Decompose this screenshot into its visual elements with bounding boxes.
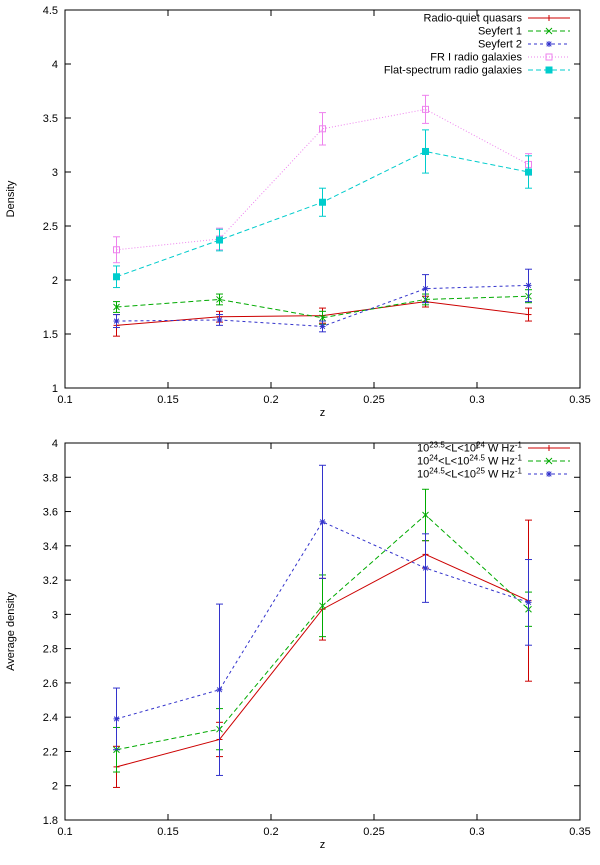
x-tick-label: 0.25 [363, 394, 384, 406]
y-tick-label: 4 [52, 438, 58, 450]
y-axis-label: Average density [5, 592, 17, 671]
series-1 [113, 289, 532, 325]
y-tick-label: 4 [52, 59, 58, 71]
y-tick-label: 3.5 [43, 113, 58, 125]
y-tick-label: 4.5 [43, 5, 58, 17]
axis-ticks [64, 442, 581, 821]
tick-labels: 0.1 0.15 0.2 0.25 0.3 0.35 1.8 2 2.2 2.4 2.6 2.8 3 3.… [43, 438, 591, 838]
axis-ticks [64, 9, 581, 389]
x-tick-label: 0.1 [57, 394, 72, 406]
x-axis-label: z [320, 407, 326, 419]
legend-label: Seyfert 2 [478, 39, 522, 51]
x-tick-label: 0.15 [157, 394, 178, 406]
legend-label: 1024<L<1024.5 W Hz-1 [417, 454, 523, 468]
y-axis-label: Density [5, 180, 17, 217]
y-tick-label: 3.4 [43, 541, 58, 553]
density-vs-z-chart: 0.1 0.15 0.2 0.25 0.3 0.35 1 1.5 2 2.5 3 3.5 4 4.5 Rad… [0, 0, 600, 430]
plot-border [64, 9, 581, 389]
series-2 [113, 464, 532, 776]
series-2 [113, 268, 532, 333]
x-axis-label: z [320, 839, 326, 851]
y-tick-label: 3.8 [43, 472, 58, 484]
legend-label: FR I radio galaxies [430, 52, 522, 64]
x-tick-label: 0.2 [263, 394, 278, 406]
y-tick-label: 3 [52, 167, 58, 179]
y-tick-label: 2.2 [43, 746, 58, 758]
tick-labels: 0.1 0.15 0.2 0.25 0.3 0.35 1 1.5 2 2.5 3 3.5 4 4.5 [43, 5, 591, 406]
y-tick-label: 3.2 [43, 575, 58, 587]
y-tick-label: 2.8 [43, 644, 58, 656]
x-tick-label: 0.2 [263, 826, 278, 838]
x-tick-label: 0.35 [569, 826, 590, 838]
y-tick-label: 2 [52, 275, 58, 287]
y-tick-label: 3 [52, 609, 58, 621]
density-plot-svg: 0.1 0.15 0.2 0.25 0.3 0.35 1 1.5 2 2.5 3 3.5 4 4.5 Rad… [5, 5, 591, 419]
plot-border [64, 442, 581, 821]
y-tick-label: 1.8 [43, 815, 58, 827]
legend-label: Flat-spectrum radio galaxies [384, 65, 523, 77]
x-tick-label: 0.35 [569, 394, 590, 406]
legend-label: Seyfert 1 [478, 26, 522, 38]
y-tick-label: 3.6 [43, 507, 58, 519]
series-4 [113, 129, 532, 289]
x-tick-label: 0.25 [363, 826, 384, 838]
average-density-plot-svg: 0.1 0.15 0.2 0.25 0.3 0.35 1.8 2 2.2 2.4 2.6 2.8 3 3.… [5, 438, 591, 851]
y-tick-label: 1.5 [43, 329, 58, 341]
y-tick-label: 2.4 [43, 712, 58, 724]
x-tick-label: 0.15 [157, 826, 178, 838]
legend-label: Radio-quiet quasars [424, 13, 523, 25]
y-tick-label: 1 [52, 383, 58, 395]
series-3 [113, 94, 532, 264]
average-density-vs-z-chart: 0.1 0.15 0.2 0.25 0.3 0.35 1.8 2 2.2 2.4 2.6 2.8 3 3.… [0, 430, 600, 860]
y-tick-label: 2 [52, 781, 58, 793]
legend-label: 1024.5<L<1025 W Hz-1 [417, 467, 523, 481]
legend-label: 1023.5<L<1024 W Hz-1 [417, 441, 523, 455]
y-tick-label: 2.5 [43, 221, 58, 233]
x-tick-label: 0.1 [57, 826, 72, 838]
y-tick-label: 2.6 [43, 678, 58, 690]
x-tick-label: 0.3 [469, 826, 484, 838]
x-tick-label: 0.3 [469, 394, 484, 406]
